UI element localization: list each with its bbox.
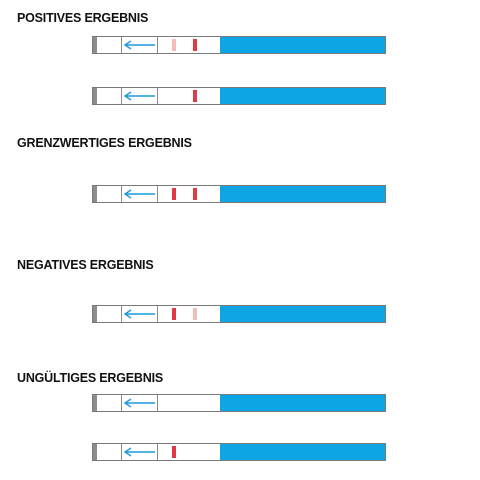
strip-divider [121,306,122,322]
arrow-left-icon [123,189,155,199]
arrow-left-icon [123,91,155,101]
strip-divider [157,306,158,322]
control-line [193,446,197,458]
test-strip-borderline [92,185,386,203]
sample-pad [220,37,385,53]
test-line-1 [172,39,176,51]
strip-divider [157,37,158,53]
sample-pad [220,88,385,104]
sample-pad [220,395,385,411]
strip-divider [157,395,158,411]
test-line-1 [172,188,176,200]
strip-handle-cap [93,88,97,104]
section-title-positive: POSITIVES ERGEBNIS [17,11,149,25]
test-strip-positive-1 [92,36,386,54]
section-title-borderline: GRENZWERTIGES ERGEBNIS [17,136,192,150]
section-title-invalid: UNGÜLTIGES ERGEBNIS [17,371,163,385]
test-line-1 [172,446,176,458]
arrow-left-icon [123,309,155,319]
strip-handle-cap [93,37,97,53]
control-line [193,397,197,409]
test-line-1 [172,90,176,102]
strip-divider [157,186,158,202]
strip-handle-cap [93,186,97,202]
control-line [193,188,197,200]
strip-divider [121,37,122,53]
test-strip-invalid-2 [92,443,386,461]
test-strip-invalid-1 [92,394,386,412]
strip-divider [121,88,122,104]
strip-handle-cap [93,444,97,460]
arrow-left-icon [123,398,155,408]
test-strip-positive-2 [92,87,386,105]
control-line [193,308,197,320]
strip-divider [121,186,122,202]
strip-handle-cap [93,395,97,411]
strip-divider [121,395,122,411]
sample-pad [220,444,385,460]
strip-divider [157,444,158,460]
arrow-left-icon [123,447,155,457]
control-line [193,39,197,51]
strip-divider [157,88,158,104]
test-line-1 [172,308,176,320]
section-title-negative: NEGATIVES ERGEBNIS [17,258,154,272]
test-line-1 [172,397,176,409]
sample-pad [220,306,385,322]
strip-divider [121,444,122,460]
sample-pad [220,186,385,202]
arrow-left-icon [123,40,155,50]
test-strip-negative [92,305,386,323]
strip-handle-cap [93,306,97,322]
control-line [193,90,197,102]
